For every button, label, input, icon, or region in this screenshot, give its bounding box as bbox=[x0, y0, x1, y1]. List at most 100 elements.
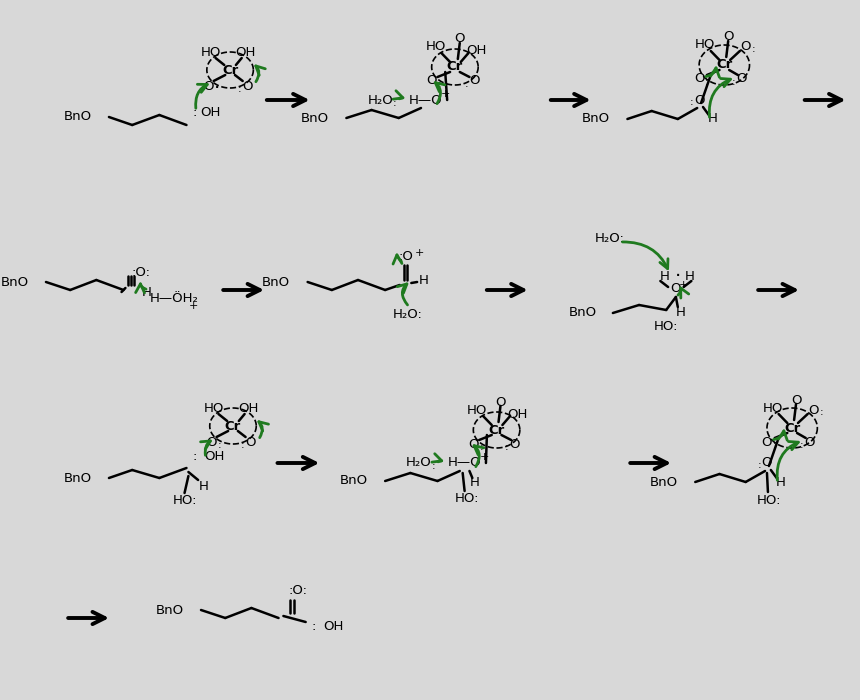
Text: H: H bbox=[660, 270, 669, 284]
Text: H: H bbox=[142, 286, 151, 298]
Text: BnO: BnO bbox=[64, 111, 91, 123]
Text: H₂O: H₂O bbox=[406, 456, 432, 470]
Text: HO:: HO: bbox=[654, 321, 679, 333]
Text: :: : bbox=[758, 460, 761, 470]
Text: HO: HO bbox=[426, 41, 445, 53]
Text: :: : bbox=[311, 620, 316, 633]
Text: HO:: HO: bbox=[172, 494, 197, 507]
Text: :O: :O bbox=[398, 251, 413, 263]
Text: :O:: :O: bbox=[132, 265, 150, 279]
Text: O: O bbox=[762, 435, 772, 449]
Text: H: H bbox=[676, 307, 685, 319]
Text: O: O bbox=[468, 438, 478, 451]
Text: O: O bbox=[671, 283, 681, 295]
Text: O: O bbox=[206, 435, 217, 449]
Text: +: + bbox=[479, 452, 488, 462]
Text: O: O bbox=[495, 395, 506, 409]
Text: OH: OH bbox=[466, 45, 487, 57]
Text: BnO: BnO bbox=[0, 276, 28, 288]
Text: ·: · bbox=[675, 267, 681, 286]
Text: O: O bbox=[762, 456, 772, 470]
Text: Cr: Cr bbox=[784, 421, 801, 435]
Text: H₂O: H₂O bbox=[367, 94, 393, 106]
Text: :: : bbox=[393, 98, 396, 108]
Text: O: O bbox=[804, 435, 815, 449]
Text: H—O: H—O bbox=[409, 94, 443, 106]
Text: H: H bbox=[199, 480, 209, 493]
Text: H—O: H—O bbox=[448, 456, 482, 470]
Text: :: : bbox=[241, 440, 244, 450]
Text: :: : bbox=[690, 97, 693, 107]
Text: HO:: HO: bbox=[757, 494, 781, 507]
Text: Cr: Cr bbox=[716, 59, 733, 71]
Text: O: O bbox=[740, 41, 751, 53]
Text: +: + bbox=[188, 301, 198, 311]
Text: ·: · bbox=[213, 80, 219, 99]
Text: :O:: :O: bbox=[288, 584, 307, 596]
Text: HO: HO bbox=[695, 38, 716, 52]
Text: BnO: BnO bbox=[64, 472, 91, 484]
Text: :: : bbox=[238, 84, 242, 94]
Text: :: : bbox=[192, 449, 196, 463]
Text: O: O bbox=[204, 80, 214, 92]
Text: OH: OH bbox=[238, 402, 259, 414]
Text: :: : bbox=[192, 106, 196, 120]
Text: O: O bbox=[509, 438, 519, 451]
Text: BnO: BnO bbox=[301, 111, 329, 125]
Text: :: : bbox=[800, 440, 803, 450]
Text: HO:: HO: bbox=[454, 493, 479, 505]
Text: Cr: Cr bbox=[224, 419, 241, 433]
Text: O: O bbox=[455, 32, 465, 46]
Text: BnO: BnO bbox=[340, 475, 368, 487]
Text: H—ÖH₂: H—ÖH₂ bbox=[150, 291, 199, 304]
Text: H: H bbox=[776, 475, 785, 489]
Text: H₂O:: H₂O: bbox=[595, 232, 625, 244]
Text: :: : bbox=[752, 44, 755, 54]
Text: O: O bbox=[736, 73, 747, 85]
Text: :: : bbox=[732, 77, 736, 87]
Text: +: + bbox=[415, 248, 424, 258]
Text: +: + bbox=[440, 89, 450, 99]
Text: H₂O:: H₂O: bbox=[392, 309, 422, 321]
Text: H: H bbox=[685, 270, 694, 284]
Text: O: O bbox=[694, 94, 704, 106]
Text: :: : bbox=[773, 440, 777, 450]
Text: OH: OH bbox=[323, 620, 343, 633]
Text: H: H bbox=[470, 477, 479, 489]
Text: :: : bbox=[820, 407, 823, 417]
Text: :: : bbox=[464, 79, 469, 89]
Text: BnO: BnO bbox=[156, 603, 183, 617]
Text: BnO: BnO bbox=[649, 475, 678, 489]
Text: HO: HO bbox=[204, 402, 224, 414]
Text: :: : bbox=[705, 77, 709, 87]
Text: O: O bbox=[808, 403, 819, 416]
Text: O: O bbox=[427, 74, 437, 88]
Text: H: H bbox=[708, 113, 717, 125]
Text: OH: OH bbox=[236, 46, 255, 59]
Text: O: O bbox=[245, 435, 255, 449]
Text: O: O bbox=[469, 74, 480, 88]
Text: O: O bbox=[791, 393, 802, 407]
Text: Cr: Cr bbox=[488, 424, 505, 437]
Text: HO: HO bbox=[763, 402, 783, 414]
Text: +: + bbox=[679, 280, 688, 290]
Text: Cr: Cr bbox=[222, 64, 238, 76]
Text: OH: OH bbox=[200, 106, 220, 120]
Text: BnO: BnO bbox=[582, 113, 610, 125]
Text: :: : bbox=[218, 440, 221, 450]
Text: HO: HO bbox=[200, 46, 221, 59]
Text: H: H bbox=[419, 274, 429, 286]
Text: BnO: BnO bbox=[262, 276, 290, 288]
Text: OH: OH bbox=[507, 407, 528, 421]
Text: :: : bbox=[432, 461, 435, 471]
Text: O: O bbox=[694, 73, 704, 85]
Text: :: : bbox=[479, 442, 483, 452]
Text: :: : bbox=[505, 442, 508, 452]
Text: BnO: BnO bbox=[568, 307, 596, 319]
Text: OH: OH bbox=[204, 449, 224, 463]
Text: :: : bbox=[438, 79, 441, 89]
Text: O: O bbox=[723, 31, 734, 43]
Text: HO: HO bbox=[467, 403, 488, 416]
Text: O: O bbox=[243, 80, 253, 92]
Text: Cr: Cr bbox=[447, 60, 463, 74]
